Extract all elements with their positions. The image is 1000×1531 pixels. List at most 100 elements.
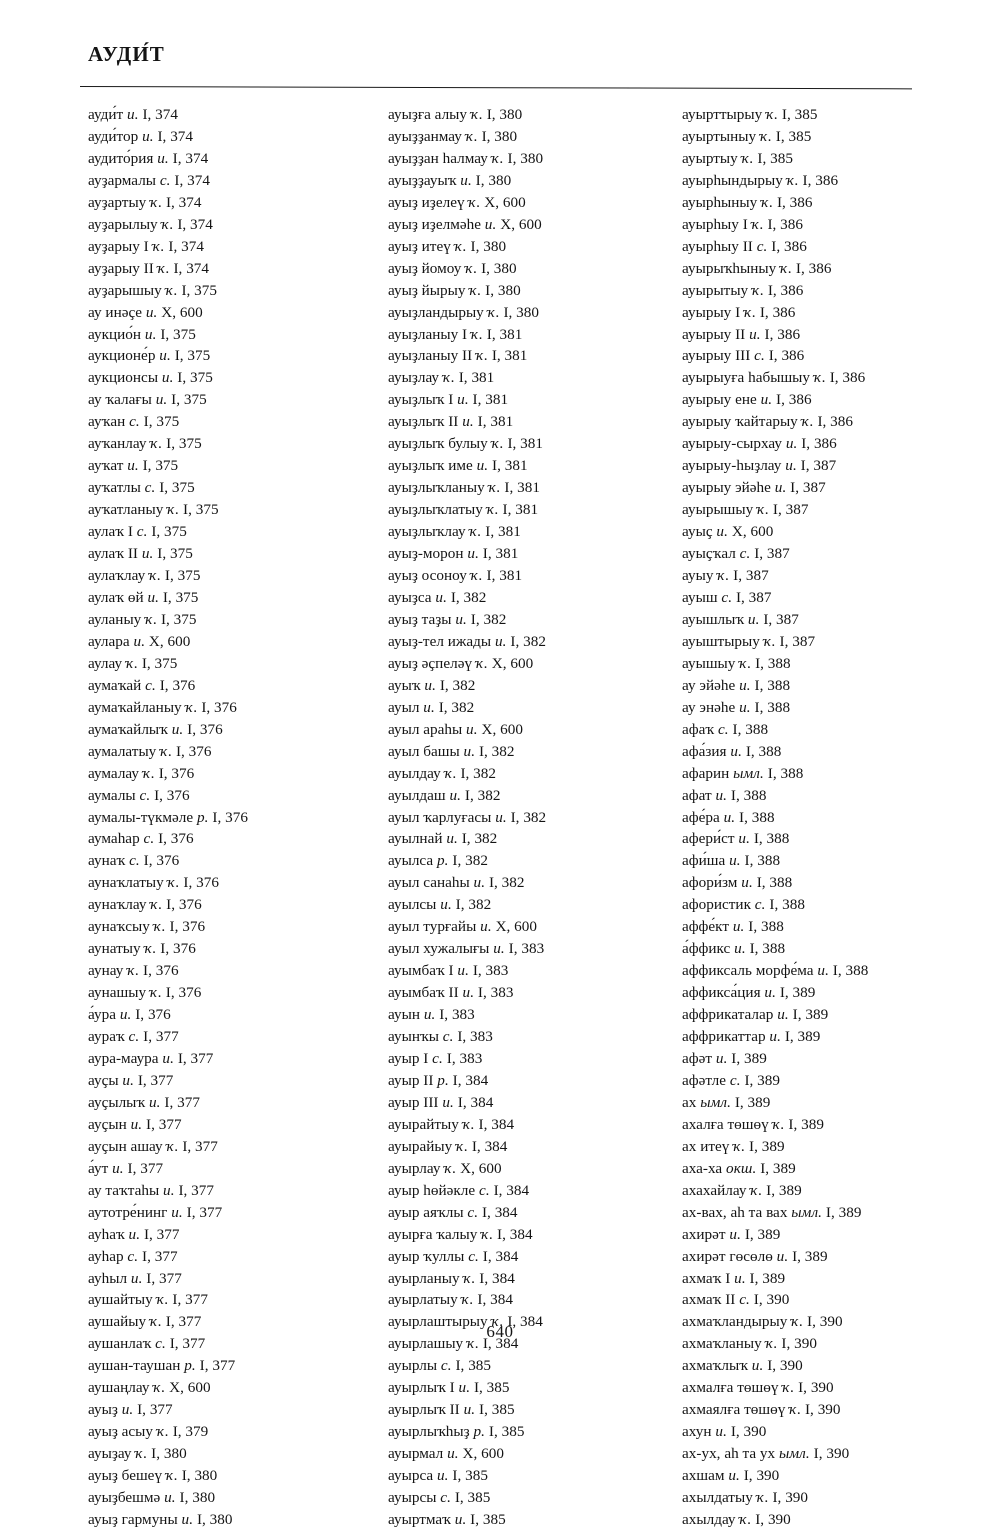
entry-headword: ауыр II	[388, 1071, 434, 1089]
entry-part-of-speech: и.	[462, 413, 474, 431]
entry-volume-page-reference: I, 383	[508, 940, 545, 958]
entry-volume-page-reference: I, 381	[491, 347, 528, 365]
entry-headword: аушайтыу	[88, 1291, 153, 1309]
index-entry: аушайтыу ҡ. I, 377	[88, 1289, 378, 1311]
index-entry: ах ымл. I, 389	[682, 1092, 982, 1114]
entry-part-of-speech: и.	[494, 632, 507, 650]
entry-part-of-speech: и.	[769, 1028, 781, 1046]
index-entry: ауыҙлыҡлатыу ҡ. I, 381	[388, 499, 676, 521]
entry-volume-page-reference: X, 600	[148, 632, 191, 650]
entry-headword: ауырыуға һабышыу	[682, 369, 811, 387]
index-entry: ахылдау ҡ. I, 390	[682, 1509, 982, 1531]
entry-headword: ауыл хужалығы	[388, 940, 490, 958]
entry-volume-page-reference: I, 376	[165, 984, 202, 1002]
entry-volume-page-reference: I, 388	[767, 764, 804, 782]
entry-part-of-speech: с.	[756, 237, 768, 255]
entry-headword: ау ҡалағы	[88, 391, 152, 409]
entry-volume-page-reference: I, 375	[166, 435, 202, 453]
entry-part-of-speech: и.	[130, 1269, 143, 1287]
entry-volume-page-reference: I, 381	[477, 413, 514, 431]
entry-part-of-speech: ҡ.	[757, 501, 770, 519]
entry-volume-page-reference: I, 390	[804, 1401, 841, 1419]
entry-volume-page-reference: X, 600	[460, 1159, 502, 1177]
entry-volume-page-reference: I, 380	[481, 127, 518, 145]
entry-volume-page-reference: I, 379	[172, 1423, 209, 1441]
entry-headword: ахшам	[682, 1467, 725, 1485]
index-entry: ауырайтыу ҡ. I, 384	[388, 1114, 676, 1136]
entry-part-of-speech: ҡ.	[444, 1159, 457, 1177]
entry-part-of-speech: с.	[754, 347, 765, 365]
entry-volume-page-reference: I, 385	[473, 1379, 510, 1397]
index-entry: ауһаҡ и. I, 377	[88, 1224, 378, 1246]
entry-headword: ауырышыу	[682, 501, 754, 519]
entry-headword: ауыҙ йомоу	[388, 259, 462, 277]
entry-headword: аураҡ	[88, 1028, 125, 1046]
entry-volume-page-reference: I, 382	[439, 676, 476, 694]
entry-volume-page-reference: I, 380	[470, 237, 507, 255]
entry-part-of-speech: с.	[729, 1071, 741, 1089]
entry-part-of-speech: и.	[449, 786, 462, 804]
entry-headword: ауырыҡһыныу	[682, 259, 777, 277]
index-entry: ахмаҡ II с. I, 390	[682, 1289, 982, 1311]
entry-headword: афористик	[682, 896, 751, 914]
entry-headword: аумалатыу	[88, 742, 157, 760]
index-entry: ауыл ҡарлуғасы и. I, 382	[388, 807, 676, 829]
entry-headword: ахун	[682, 1423, 712, 1441]
index-entry: ауылсы и. I, 382	[388, 894, 676, 916]
entry-part-of-speech: ҡ.	[759, 127, 772, 145]
index-entry: ауырһыныу ҡ. I, 386	[682, 192, 982, 214]
entry-headword: ауыҙлыҡ II	[388, 413, 459, 431]
entry-part-of-speech: с.	[468, 1247, 479, 1265]
index-entry: ауыҙға алыу ҡ. I, 380	[388, 104, 676, 126]
entry-headword: ауыл башы	[388, 742, 460, 760]
entry-volume-page-reference: I, 375	[174, 347, 211, 365]
entry-headword: афе́ра	[682, 808, 720, 826]
entry-part-of-speech: и.	[130, 1115, 143, 1133]
entry-part-of-speech: и.	[112, 1159, 124, 1177]
index-entry: аушаңлау ҡ. X, 600	[88, 1377, 378, 1399]
entry-headword: ахылдатыу	[682, 1489, 753, 1507]
entry-part-of-speech: р.	[196, 808, 209, 826]
entry-volume-page-reference: I, 377	[146, 1115, 182, 1133]
entry-part-of-speech: ҡ.	[125, 654, 138, 672]
entry-part-of-speech: и.	[741, 874, 753, 892]
index-entry: ауыл араһы и. X, 600	[388, 719, 676, 741]
entry-headword: аудито́рия	[88, 149, 154, 167]
entry-volume-page-reference: I, 376	[158, 830, 194, 848]
entry-part-of-speech: ҡ.	[765, 1335, 778, 1353]
entry-part-of-speech: и.	[424, 676, 436, 694]
entry-volume-page-reference: I, 375	[141, 654, 178, 672]
index-entry: ауҙарышыу ҡ. I, 375	[88, 280, 378, 302]
entry-volume-page-reference: I, 386	[801, 435, 837, 453]
index-entry: ах-вах, аһ та вах ымл. I, 389	[682, 1202, 982, 1224]
index-entry: ахирәт гөсөлө и. I, 389	[682, 1246, 982, 1268]
entry-part-of-speech: ҡ.	[466, 1335, 479, 1353]
entry-headword: ауырыу ҡайтарыу	[682, 413, 798, 431]
entry-part-of-speech: и.	[493, 940, 505, 958]
entry-headword: ауыртыу	[682, 149, 738, 167]
entry-part-of-speech: и.	[751, 1357, 764, 1375]
entry-part-of-speech: и.	[473, 874, 486, 892]
entry-volume-page-reference: I, 381	[504, 479, 540, 497]
entry-part-of-speech: с.	[127, 1247, 139, 1265]
entry-volume-page-reference: X, 600	[169, 1379, 211, 1397]
index-entry: аукционсы и. I, 375	[88, 367, 378, 389]
entry-volume-page-reference: I, 388	[832, 962, 869, 980]
entry-part-of-speech: ҡ.	[491, 435, 504, 453]
entry-part-of-speech: и.	[446, 830, 458, 848]
entry-headword: ауыл ҡарлуғасы	[388, 808, 492, 826]
index-entry: аумалы-түкмәле р. I, 376	[88, 807, 378, 829]
entry-part-of-speech: ҡ.	[791, 1313, 804, 1331]
entry-headword: ауырыу-һыҙлау	[682, 457, 782, 475]
entry-headword: ауыл турғайы	[388, 918, 477, 936]
entry-headword: ауыҙҙанмау	[388, 127, 462, 145]
entry-volume-page-reference: I, 384	[493, 1181, 530, 1199]
entry-part-of-speech: и.	[144, 325, 157, 343]
entry-volume-page-reference: I, 390	[807, 1313, 843, 1331]
entry-headword: ау эйәһе	[682, 676, 736, 694]
entry-part-of-speech: ҡ.	[160, 742, 173, 760]
entry-headword: аумаҡайланыу	[88, 698, 182, 716]
entry-part-of-speech: с.	[721, 588, 733, 606]
entry-part-of-speech: ҡ.	[476, 347, 489, 365]
entry-volume-page-reference: I, 387	[733, 567, 769, 585]
